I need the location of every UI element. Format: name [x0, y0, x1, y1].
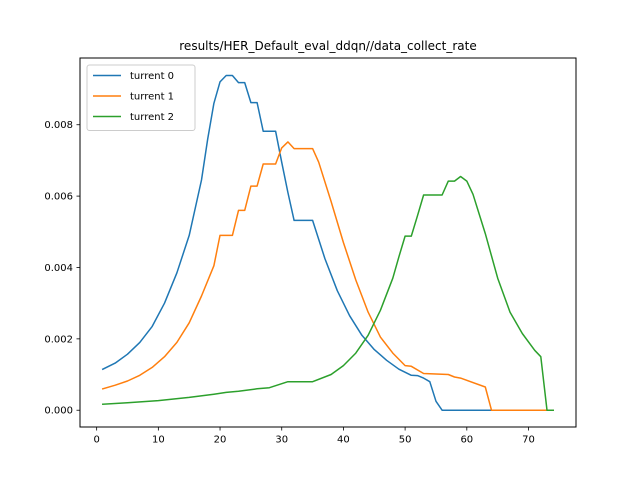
chart-title: results/HER_Default_eval_ddqn//data_coll… [179, 39, 476, 53]
series-line-2 [102, 175, 554, 411]
legend-label-1: turrent 1 [130, 92, 174, 103]
x-axis: 0 10 20 30 40 50 60 70 [93, 427, 535, 446]
x-tick-label-2: 20 [214, 435, 227, 446]
x-tick-label-0: 0 [93, 435, 99, 446]
x-tick-label-4: 40 [337, 435, 350, 446]
y-tick-label-4: 0.008 [44, 120, 73, 131]
plot-frame [79, 57, 577, 428]
x-tick-label-6: 60 [460, 435, 473, 446]
y-tick-label-1: 0.002 [44, 334, 73, 345]
legend-box [86, 64, 196, 131]
x-tick-label-3: 30 [275, 435, 288, 446]
y-tick-label-0: 0.000 [44, 406, 73, 417]
series-line-1 [101, 141, 554, 411]
y-axis: 0.000 0.002 0.004 0.006 0.008 [44, 120, 80, 417]
legend-label-2: turrent 2 [130, 112, 174, 123]
series-layer [101, 74, 554, 411]
x-tick-label-5: 50 [399, 435, 412, 446]
x-tick-label-1: 10 [152, 435, 165, 446]
legend: turrent 0 turrent 1 turrent 2 [86, 64, 196, 131]
y-tick-label-2: 0.004 [44, 263, 73, 274]
y-tick-label-3: 0.006 [44, 192, 73, 203]
series-line-0 [101, 74, 554, 411]
legend-label-0: turrent 0 [130, 71, 174, 82]
x-tick-label-7: 70 [522, 435, 535, 446]
